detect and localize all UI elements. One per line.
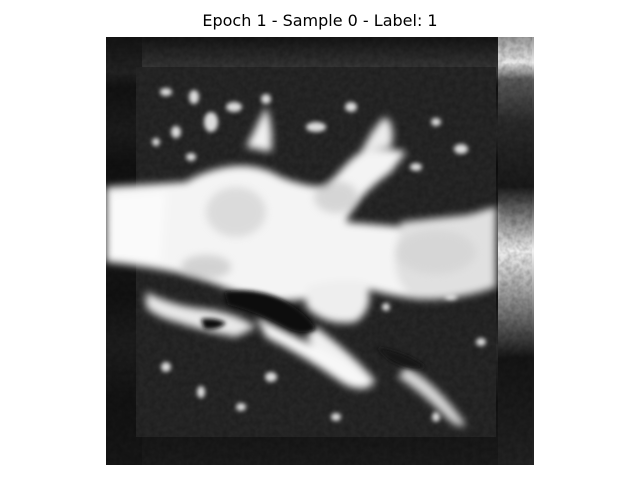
figure-title: Epoch 1 - Sample 0 - Label: 1: [202, 11, 438, 30]
ct-image-svg: [106, 37, 534, 465]
ct-image: [106, 37, 534, 465]
